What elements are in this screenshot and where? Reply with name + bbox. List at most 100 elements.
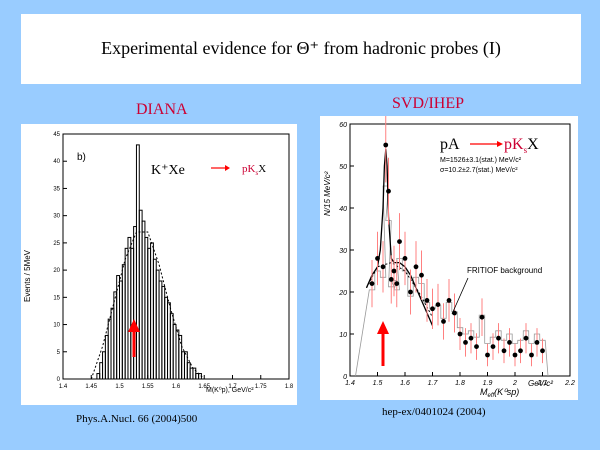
- svd-data-point: [529, 352, 534, 358]
- svd-data-point: [468, 335, 474, 341]
- svd-scatter: N/15 MeV/c² Meff(K⁰sp) GeV/c² pA pKsX M=…: [323, 107, 575, 399]
- svd-data-point: [394, 281, 400, 286]
- svd-label: SVD/IHEP: [392, 95, 465, 112]
- svd-data-point: [534, 340, 540, 345]
- svd-background-label: FRITIOF background: [467, 266, 542, 275]
- svd-xtick-label: 1.6: [400, 380, 410, 387]
- diana-label: DIANA: [136, 101, 188, 118]
- svd-reaction-arrow-head: [497, 141, 503, 147]
- svd-data-point: [501, 348, 507, 354]
- diana-xtick-label: 1.5: [115, 384, 124, 390]
- svd-data-point: [402, 256, 408, 261]
- svd-xtick-label: 2.1: [537, 380, 548, 387]
- svd-data-point: [369, 281, 375, 286]
- svd-peak-arrow-head: [377, 321, 389, 334]
- diana-reference: Phys.A.Nucl. 66 (2004)500: [76, 413, 198, 425]
- diana-bars: [96, 144, 202, 380]
- diana-xlabel: M(K⁰p), GeV/c²: [206, 386, 254, 394]
- diana-ytick-label: 25: [53, 241, 60, 247]
- svd-data-point: [485, 352, 490, 358]
- svd-data-point: [375, 256, 380, 261]
- svd-data-point: [430, 306, 435, 312]
- diana-xtick-label: 1.6: [172, 384, 181, 390]
- svd-fit-curve: [365, 149, 434, 326]
- svd-xunit: GeV/c²: [528, 379, 553, 388]
- svd-data-point: [496, 335, 501, 341]
- svd-data-point: [507, 340, 512, 345]
- svd-ytick-label: 40: [339, 206, 347, 213]
- svd-xtick-label: 2: [512, 380, 517, 387]
- svd-plot-panel: N/15 MeV/c² Meff(K⁰sp) GeV/c² pA pKsX M=…: [320, 107, 578, 400]
- svd-xtick-label: 2.2: [564, 380, 575, 387]
- svd-reference: hep-ex/0401024 (2004): [382, 406, 486, 418]
- svd-data-point: [413, 264, 419, 270]
- svd-data-point: [388, 277, 394, 282]
- diana-xtick-label: 1.65: [198, 384, 210, 390]
- diana-ytick-label: 35: [53, 186, 60, 192]
- svd-reaction-lhs: pA: [440, 136, 460, 153]
- svd-fit-mass: M=1526±3.1(stat.) MeV/c²: [440, 157, 522, 164]
- svd-ytick-label: 50: [339, 164, 347, 171]
- svd-xtick-label: 1.7: [428, 380, 439, 387]
- diana-background-curve: [90, 231, 205, 380]
- svd-data-point: [424, 298, 430, 303]
- svd-ytick-label: 60: [339, 122, 347, 129]
- svd-data-point: [435, 302, 441, 307]
- svd-fit-sigma: σ=10.2±2.7(stat.) MeV/c²: [440, 167, 518, 174]
- diana-panel-tag: b): [77, 152, 86, 163]
- diana-reaction-rhs: pKsX: [242, 163, 266, 177]
- svd-data-point: [446, 298, 452, 303]
- diana-ytick-label: 0: [57, 377, 61, 383]
- svd-xtick-label: 1.4: [345, 380, 355, 387]
- diana-ytick-label: 40: [53, 159, 60, 165]
- svd-xtick-label: 1.8: [455, 380, 465, 387]
- svd-data-point: [383, 142, 389, 148]
- svd-data-point: [457, 331, 463, 337]
- svd-data-point: [512, 352, 518, 358]
- svd-data-point: [386, 188, 391, 194]
- diana-ytick-label: 30: [53, 214, 60, 220]
- svd-ytick-label: 10: [339, 332, 347, 339]
- diana-reaction-lhs: K⁺Xe: [151, 163, 185, 178]
- diana-ytick-label: 15: [53, 295, 60, 301]
- svd-ytick-label: 0: [343, 374, 347, 381]
- svd-data-point: [523, 335, 529, 341]
- diana-xtick-label: 1.45: [85, 384, 97, 390]
- diana-xtick-label: 1.7: [228, 384, 237, 390]
- diana-reaction-arrow-head: [225, 165, 230, 171]
- svd-data-point: [518, 348, 523, 354]
- svd-data-point: [419, 272, 424, 278]
- svd-data-point: [391, 268, 397, 274]
- title-box: Experimental evidence for Θ⁺ from hadron…: [21, 14, 581, 84]
- slide-title: Experimental evidence for Θ⁺ from hadron…: [101, 38, 501, 58]
- svd-xtick-label: 1.9: [483, 380, 493, 387]
- svd-ylabel: N/15 MeV/c²: [323, 171, 332, 216]
- diana-xtick-label: 1.8: [285, 384, 294, 390]
- diana-ytick-label: 20: [53, 268, 60, 274]
- svd-data-points: [369, 107, 545, 367]
- svd-xtick-label: 1.5: [373, 380, 383, 387]
- svd-data-point: [463, 340, 468, 345]
- svd-data-point: [441, 319, 446, 324]
- svd-data-point: [397, 239, 402, 244]
- diana-ytick-label: 10: [53, 323, 60, 329]
- svd-axes: 1.4 1.5 1.6 1.7 1.8 1.9 2 2.1 2.2 0 10 20 30 40 50 60: [338, 122, 575, 387]
- diana-ytick-label: 45: [53, 132, 60, 138]
- svd-data-point: [479, 314, 485, 320]
- diana-xtick-label: 1.4: [59, 384, 68, 390]
- svd-xlabel: Meff(K⁰sp): [480, 387, 519, 399]
- svd-data-point: [380, 264, 386, 270]
- svd-background-pointer: [451, 277, 469, 315]
- svd-data-point: [490, 344, 496, 349]
- svd-data-point: [474, 344, 479, 349]
- diana-ytick-label: 5: [57, 350, 61, 356]
- diana-plot-panel: b) Events / 5MeV M(K⁰p), GeV/c² K⁺Xe pKs…: [21, 124, 297, 405]
- diana-xtick-label: 1.55: [142, 384, 154, 390]
- svd-data-point: [408, 289, 413, 295]
- diana-xtick-label: 1.75: [255, 384, 267, 390]
- diana-histogram: b) Events / 5MeV M(K⁰p), GeV/c² K⁺Xe pKs…: [23, 132, 294, 394]
- svd-ytick-label: 20: [338, 290, 347, 297]
- svd-reaction-rhs: pKsX: [504, 136, 539, 155]
- diana-peak-arrow-head: [128, 319, 140, 332]
- svd-data-point: [540, 348, 545, 354]
